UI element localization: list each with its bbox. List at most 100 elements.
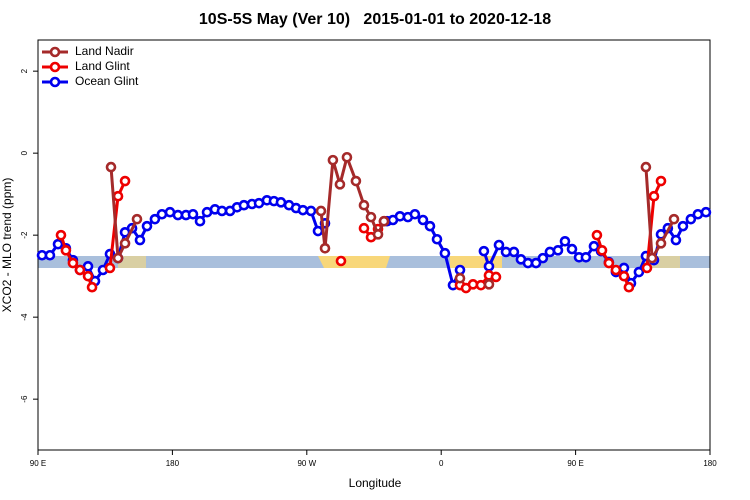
point <box>378 215 390 227</box>
point <box>350 175 362 187</box>
y-tick-label: 0 <box>20 150 29 155</box>
legend-swatch <box>49 76 61 88</box>
point <box>483 261 495 272</box>
legend-label: Land Nadir <box>75 44 134 58</box>
point <box>305 205 317 217</box>
point <box>194 215 206 227</box>
point <box>156 208 168 220</box>
point <box>646 252 658 264</box>
point <box>335 255 347 267</box>
point <box>44 249 56 261</box>
point <box>112 190 124 202</box>
point <box>692 208 704 220</box>
point <box>623 281 635 293</box>
point <box>112 252 124 264</box>
legend-swatch <box>49 61 61 73</box>
point <box>566 243 578 255</box>
point <box>104 262 116 274</box>
point <box>588 240 600 252</box>
point <box>297 204 309 216</box>
point <box>67 257 79 269</box>
point <box>685 213 697 225</box>
point <box>238 199 250 211</box>
point <box>315 205 327 217</box>
point <box>641 262 653 274</box>
point <box>508 246 520 258</box>
point <box>358 199 370 211</box>
point <box>454 272 466 284</box>
point <box>105 161 117 173</box>
x-tick-label: 180 <box>166 459 180 468</box>
point <box>74 264 86 276</box>
point <box>131 213 143 225</box>
y-tick-label: -6 <box>20 395 29 403</box>
point <box>319 242 331 254</box>
point <box>424 220 436 232</box>
point <box>55 229 67 241</box>
point <box>530 257 542 269</box>
point <box>668 213 680 225</box>
land-band <box>118 256 146 268</box>
point <box>365 211 377 223</box>
point <box>618 270 630 282</box>
point <box>603 257 615 269</box>
point <box>700 206 712 218</box>
point <box>640 161 652 173</box>
point <box>618 262 630 274</box>
point <box>119 238 131 249</box>
point <box>610 264 622 276</box>
point <box>648 190 660 202</box>
legend-swatch <box>49 46 61 58</box>
point <box>559 236 571 247</box>
x-tick-label: 180 <box>703 459 717 468</box>
point <box>334 179 346 190</box>
point <box>544 246 556 258</box>
point <box>552 245 564 256</box>
point <box>655 238 667 249</box>
point <box>409 208 421 220</box>
point <box>82 261 94 272</box>
point <box>490 271 502 283</box>
point <box>454 264 466 276</box>
point <box>493 239 505 251</box>
point <box>417 214 429 226</box>
point <box>312 225 324 237</box>
x-tick-label: 0 <box>439 459 444 468</box>
y-axis-label: XCO2 - MLO trend (ppm) <box>0 178 14 313</box>
point <box>655 175 667 187</box>
plot-content <box>36 151 712 294</box>
point <box>483 279 495 290</box>
point <box>327 154 339 166</box>
x-axis-label: Longitude <box>349 476 402 490</box>
point <box>670 234 682 246</box>
point <box>187 208 199 220</box>
x-tick-label: 90 W <box>297 459 316 468</box>
point <box>86 281 98 293</box>
point <box>591 229 603 241</box>
x-tick-label: 90 E <box>567 459 583 468</box>
chart-title: 10S-5S May (Ver 10) 2015-01-01 to 2020-1… <box>199 11 551 28</box>
point <box>677 220 689 232</box>
point <box>633 266 645 278</box>
y-tick-label: -2 <box>20 231 29 239</box>
point <box>52 238 64 250</box>
point <box>537 252 549 264</box>
land-band <box>318 256 390 268</box>
series-line <box>109 155 676 260</box>
point <box>580 251 592 263</box>
point <box>119 175 131 187</box>
point <box>431 233 443 245</box>
plot-frame <box>37 39 711 451</box>
point <box>358 222 370 234</box>
point <box>60 245 72 256</box>
point <box>134 234 146 246</box>
point <box>141 220 153 232</box>
point <box>475 279 487 291</box>
point <box>149 213 161 225</box>
x-tick-label: 90 E <box>30 459 46 468</box>
point <box>439 247 451 259</box>
point <box>341 151 353 163</box>
point <box>82 270 94 282</box>
y-tick-label: -4 <box>20 313 29 321</box>
